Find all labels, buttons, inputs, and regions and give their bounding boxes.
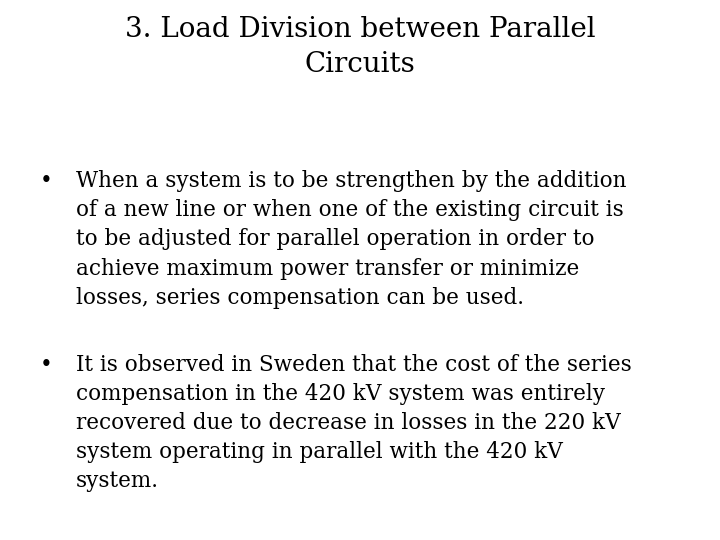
Text: It is observed in Sweden that the cost of the series
compensation in the 420 kV : It is observed in Sweden that the cost o… [76, 354, 631, 492]
Text: 3. Load Division between Parallel
Circuits: 3. Load Division between Parallel Circui… [125, 16, 595, 78]
Text: •: • [40, 170, 53, 192]
Text: •: • [40, 354, 53, 376]
Text: When a system is to be strengthen by the addition
of a new line or when one of t: When a system is to be strengthen by the… [76, 170, 626, 309]
